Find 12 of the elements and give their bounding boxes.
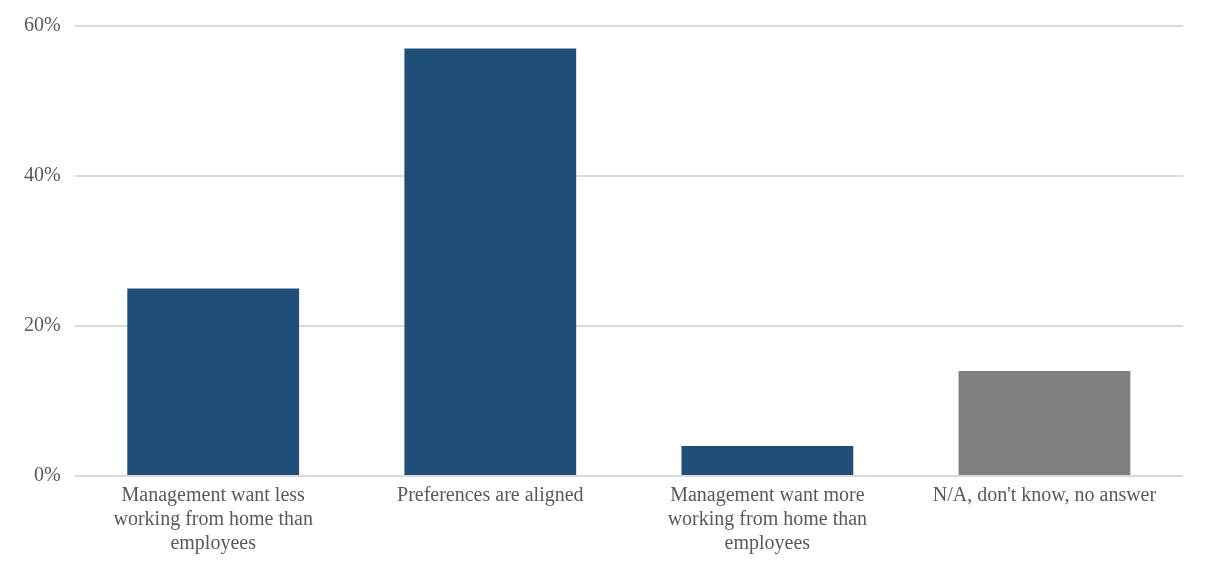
bar <box>681 446 854 475</box>
y-tick-label: 40% <box>23 163 61 186</box>
x-tick-label: Preferences are aligned <box>397 483 584 507</box>
bar <box>958 371 1131 475</box>
y-tick-label: 60% <box>23 13 61 36</box>
y-tick-label: 0% <box>33 463 61 486</box>
x-tick-label: Management want less working from home than employees <box>113 483 313 555</box>
x-tick-label: Management want more working from home than employees <box>667 483 868 555</box>
bar <box>404 48 577 475</box>
x-tick-label: N/A, don't know, no answer <box>932 483 1157 506</box>
y-tick-label: 20% <box>23 313 61 336</box>
bar <box>127 288 300 475</box>
